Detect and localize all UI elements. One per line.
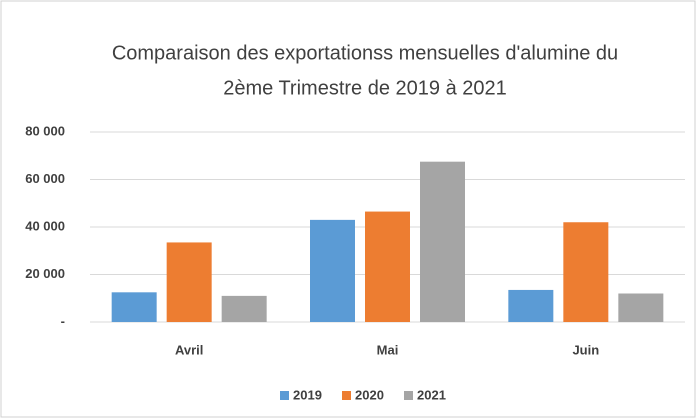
- x-tick-label: Avril: [175, 342, 203, 357]
- y-tick-label: 20 000: [25, 266, 65, 281]
- legend-swatch: [404, 391, 413, 400]
- bar: [420, 161, 465, 322]
- y-tick-label: 60 000: [25, 171, 65, 186]
- legend-swatch: [280, 391, 289, 400]
- chart-title: 2ème Trimestre de 2019 à 2021: [223, 77, 507, 99]
- chart-title: Comparaison des exportationss mensuelles…: [112, 42, 618, 64]
- bar: [365, 211, 410, 322]
- legend-label: 2019: [293, 387, 322, 402]
- bar: [221, 295, 267, 322]
- legend-swatch: [342, 391, 351, 400]
- y-tick-label: -: [61, 313, 65, 328]
- x-tick-label: Juin: [572, 342, 599, 357]
- bar: [618, 293, 664, 322]
- bar: [111, 292, 157, 322]
- legend-label: 2020: [355, 387, 384, 402]
- bar: [310, 219, 355, 322]
- legend-label: 2021: [417, 387, 446, 402]
- bar: [508, 289, 554, 322]
- x-tick-label: Mai: [377, 342, 399, 357]
- y-tick-label: 40 000: [25, 218, 65, 233]
- bar: [166, 242, 212, 322]
- y-tick-label: 80 000: [25, 123, 65, 138]
- bar: [563, 222, 609, 322]
